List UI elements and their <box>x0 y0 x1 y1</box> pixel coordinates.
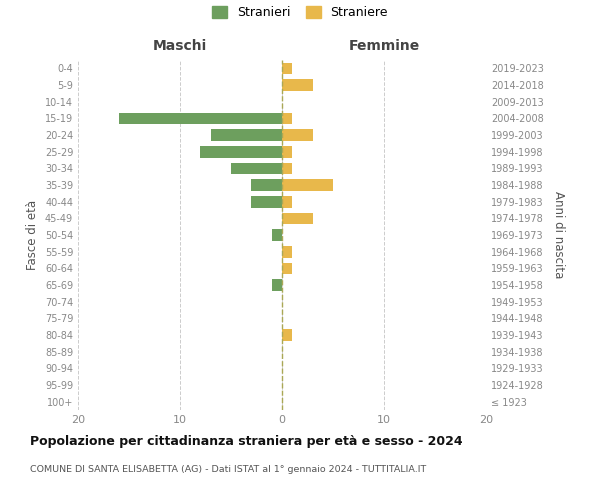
Text: Femmine: Femmine <box>349 38 419 52</box>
Bar <box>282 129 313 141</box>
Bar <box>272 279 282 291</box>
Bar <box>282 146 292 158</box>
Bar <box>119 112 282 124</box>
Y-axis label: Fasce di età: Fasce di età <box>26 200 39 270</box>
Y-axis label: Anni di nascita: Anni di nascita <box>552 192 565 278</box>
Bar <box>282 162 292 174</box>
Bar <box>251 179 282 191</box>
Text: COMUNE DI SANTA ELISABETTA (AG) - Dati ISTAT al 1° gennaio 2024 - TUTTITALIA.IT: COMUNE DI SANTA ELISABETTA (AG) - Dati I… <box>30 465 426 474</box>
Bar <box>282 62 292 74</box>
Bar <box>282 212 313 224</box>
Bar <box>282 79 313 91</box>
Bar <box>282 179 333 191</box>
Legend: Stranieri, Straniere: Stranieri, Straniere <box>212 6 388 19</box>
Bar <box>282 196 292 207</box>
Bar <box>272 229 282 241</box>
Bar <box>282 246 292 258</box>
Text: Popolazione per cittadinanza straniera per età e sesso - 2024: Popolazione per cittadinanza straniera p… <box>30 435 463 448</box>
Bar <box>282 262 292 274</box>
Text: Maschi: Maschi <box>153 38 207 52</box>
Bar <box>211 129 282 141</box>
Bar <box>200 146 282 158</box>
Bar <box>282 112 292 124</box>
Bar <box>251 196 282 207</box>
Bar <box>282 329 292 341</box>
Bar <box>231 162 282 174</box>
